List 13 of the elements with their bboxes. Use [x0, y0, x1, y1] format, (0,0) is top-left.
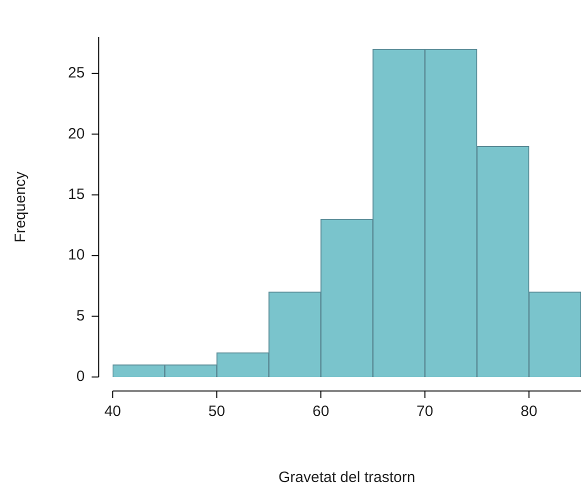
y-axis-title: Frequency [12, 171, 30, 242]
y-tick-label: 0 [76, 368, 85, 386]
y-tick-label: 20 [68, 125, 85, 142]
x-tick-label: 60 [312, 403, 330, 420]
y-tick-label: 10 [68, 246, 85, 264]
y-tick-label: 5 [76, 307, 85, 324]
x-tick-label: 50 [208, 403, 226, 420]
y-tick-label: 25 [68, 64, 85, 82]
y-tick-label: 15 [68, 186, 85, 203]
x-tick-label: 80 [520, 403, 538, 420]
x-tick-label: 70 [416, 403, 434, 420]
x-tick-label: 40 [104, 403, 122, 420]
x-axis-title: Gravetat del trastorn [278, 469, 416, 486]
